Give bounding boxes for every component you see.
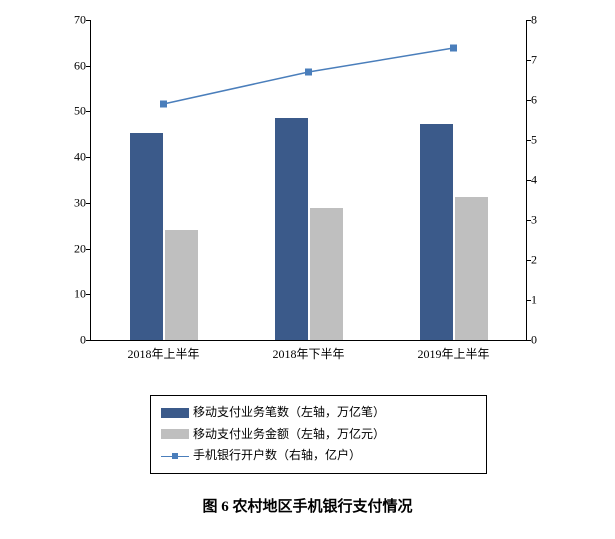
bar-bar1 (130, 133, 163, 340)
y-right-label: 7 (531, 53, 537, 68)
x-category-label: 2019年上半年 (417, 345, 489, 362)
bar-bar2 (165, 230, 198, 340)
y-right-label: 3 (531, 213, 537, 228)
y-left-label: 60 (74, 58, 86, 73)
y-left-label: 20 (74, 241, 86, 256)
y-left-label: 30 (74, 195, 86, 210)
legend-item-bar2: 移动支付业务金额（左轴，万亿元） (161, 424, 476, 446)
legend-label-bar1: 移动支付业务笔数（左轴，万亿笔） (193, 402, 385, 424)
y-left-label: 40 (74, 150, 86, 165)
y-right-label: 2 (531, 253, 537, 268)
y-right-label: 5 (531, 133, 537, 148)
legend-label-line1: 手机银行开户数（右轴，亿户） (193, 445, 361, 467)
y-left-label: 50 (74, 104, 86, 119)
y-left-label: 10 (74, 287, 86, 302)
y-right-label: 1 (531, 293, 537, 308)
plot-area: 0102030405060700123456782018年上半年2018年下半年… (90, 20, 527, 341)
y-right-label: 4 (531, 173, 537, 188)
legend-item-line1: 手机银行开户数（右轴，亿户） (161, 445, 476, 467)
y-right-label: 8 (531, 13, 537, 28)
legend-item-bar1: 移动支付业务笔数（左轴，万亿笔） (161, 402, 476, 424)
y-left-label: 0 (80, 333, 86, 348)
y-right-label: 0 (531, 333, 537, 348)
legend-swatch-bar2 (161, 429, 189, 439)
bar-bar2 (455, 197, 488, 340)
legend: 移动支付业务笔数（左轴，万亿笔） 移动支付业务金额（左轴，万亿元） 手机银行开户… (150, 395, 487, 474)
x-category-label: 2018年下半年 (272, 345, 344, 362)
y-left-label: 70 (74, 13, 86, 28)
legend-label-bar2: 移动支付业务金额（左轴，万亿元） (193, 424, 385, 446)
bar-bar2 (310, 208, 343, 340)
bar-bar1 (275, 118, 308, 340)
legend-swatch-bar1 (161, 408, 189, 418)
legend-swatch-line1 (161, 450, 189, 462)
y-right-label: 6 (531, 93, 537, 108)
x-category-label: 2018年上半年 (127, 345, 199, 362)
figure-caption: 图 6 农村地区手机银行支付情况 (0, 495, 615, 516)
chart-container: 0 10 20 30 40 50 60 70 0 1 2 3 4 5 6 7 8 2018年上半年 2018年下半年… (0, 0, 615, 539)
chart-box: 0102030405060700123456782018年上半年2018年下半年… (45, 20, 570, 390)
bar-bar1 (420, 124, 453, 340)
